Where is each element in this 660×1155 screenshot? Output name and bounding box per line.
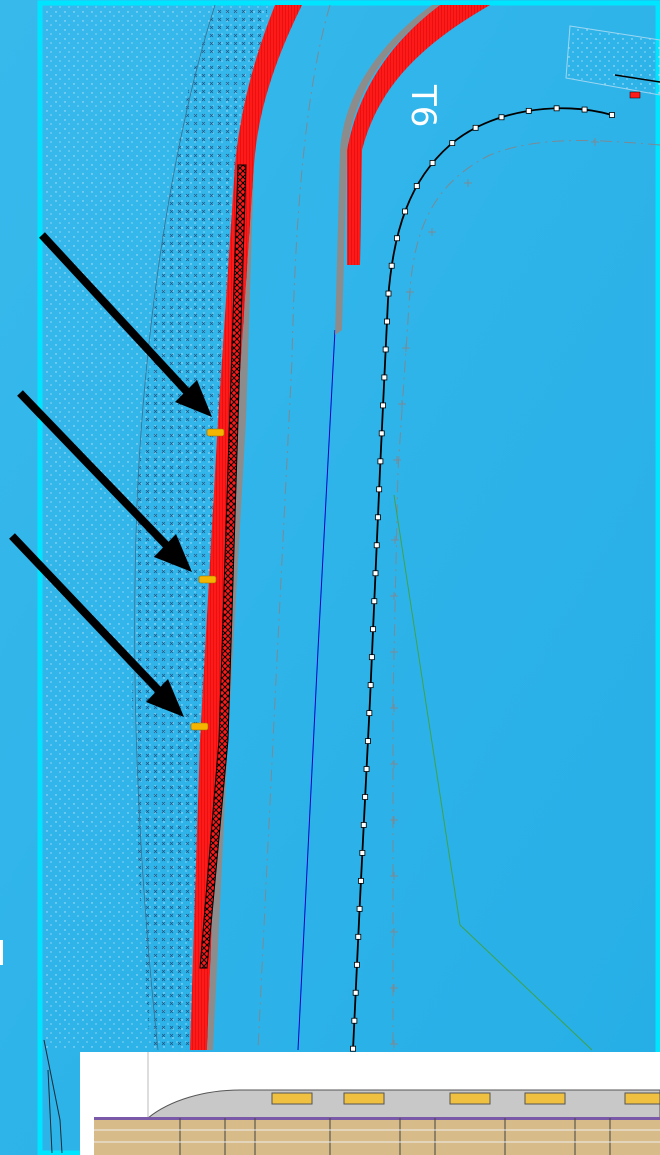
inner-edge-markers [350, 105, 615, 1052]
outer-barrier [190, 5, 302, 1050]
plus-marker [390, 984, 398, 992]
inner-edge-marker [381, 374, 388, 381]
arrow-to-marker-3 [9, 533, 184, 717]
inner-edge-marker [370, 626, 376, 633]
inner-barrier [347, 5, 490, 265]
inner-edge-marker [355, 933, 362, 940]
inner-edge-marker [385, 290, 392, 297]
inner-edge-marker [376, 486, 383, 493]
plus-marker [390, 928, 398, 936]
inner-edge-marker [360, 822, 367, 828]
arrow-to-marker-1 [39, 232, 212, 417]
inset-posts [179, 1118, 611, 1155]
plus-marker [390, 872, 398, 880]
inner-edge-marker [498, 114, 505, 121]
inner-edge-marker [388, 262, 395, 269]
inner-edge-marker [371, 598, 378, 605]
plus-marker [390, 648, 398, 656]
inner-edge-marker [365, 738, 371, 744]
left-edge-tick [0, 940, 3, 965]
inner-edge-marker [429, 160, 436, 166]
marker-3 [190, 722, 209, 731]
plus-marker [390, 592, 398, 600]
inner-edge-marker [609, 112, 615, 118]
inner-edge-marker [449, 140, 456, 147]
plus-marker [406, 288, 414, 296]
marker-2 [198, 575, 217, 584]
gravel-boundary-line [134, 4, 216, 1051]
left-edge-line-2 [47, 1069, 53, 1154]
inner-edge-marker [378, 430, 385, 437]
inner-edge-marker [358, 877, 364, 884]
inner-edge-marker [380, 402, 386, 409]
inner-edge-marker [394, 235, 400, 242]
inner-edge-marker [354, 961, 360, 968]
inner-edge-marker [373, 542, 380, 549]
inner-edge-marker [351, 1017, 358, 1024]
marker-1 [206, 428, 225, 437]
inset-grandstand-windows [271, 1092, 660, 1105]
tyre-wall-hatch [199, 164, 247, 969]
inner-edge-marker [402, 208, 408, 215]
inner-edge-marker [377, 458, 384, 465]
inner-edge-marker [362, 794, 369, 800]
inner-edge-marker [366, 710, 373, 717]
plus-marker [390, 760, 398, 768]
plus-marker [398, 400, 406, 408]
inner-edge-marker [363, 766, 370, 772]
inner-edge-marker [581, 106, 588, 113]
corner-label: T6 [403, 84, 443, 127]
inner-dashed-plus-markers [390, 138, 599, 1048]
plus-marker [390, 704, 398, 712]
plus-marker [390, 816, 398, 824]
plus-marker [391, 536, 399, 544]
inner-edge-line [352, 107, 613, 1051]
green-line [393, 494, 593, 1051]
inner-edge-dashed-line [392, 140, 660, 1050]
inner-edge-marker [359, 850, 366, 856]
top-right-line [614, 74, 660, 83]
plus-marker [393, 456, 401, 464]
inner-kerb [335, 5, 440, 335]
racing-line [297, 329, 336, 1051]
inner-edge-marker [372, 570, 379, 577]
plus-marker [464, 179, 472, 187]
inner-edge-marker [382, 346, 389, 353]
inner-edge-marker [367, 682, 374, 689]
inner-edge-marker [356, 905, 363, 912]
top-right-red-mark [629, 91, 641, 99]
plus-marker [402, 344, 410, 352]
inner-edge-marker [375, 514, 381, 521]
track-edge-line-left [257, 4, 331, 1051]
inner-edge-marker [368, 654, 375, 661]
inner-edge-marker [413, 183, 420, 189]
plus-marker [428, 228, 436, 236]
inner-edge-marker [350, 1045, 356, 1052]
inner-edge-marker [472, 124, 479, 131]
inner-edge-marker [525, 107, 532, 114]
plus-marker [390, 1040, 398, 1048]
left-edge-line-1 [43, 1039, 63, 1154]
arrow-to-marker-2 [17, 390, 192, 572]
inset-elevation [80, 1052, 660, 1155]
inner-edge-marker [384, 318, 390, 325]
plus-marker [591, 138, 599, 146]
inner-edge-marker [553, 105, 560, 112]
inset-texture [94, 1129, 660, 1143]
inner-edge-marker [352, 989, 359, 996]
